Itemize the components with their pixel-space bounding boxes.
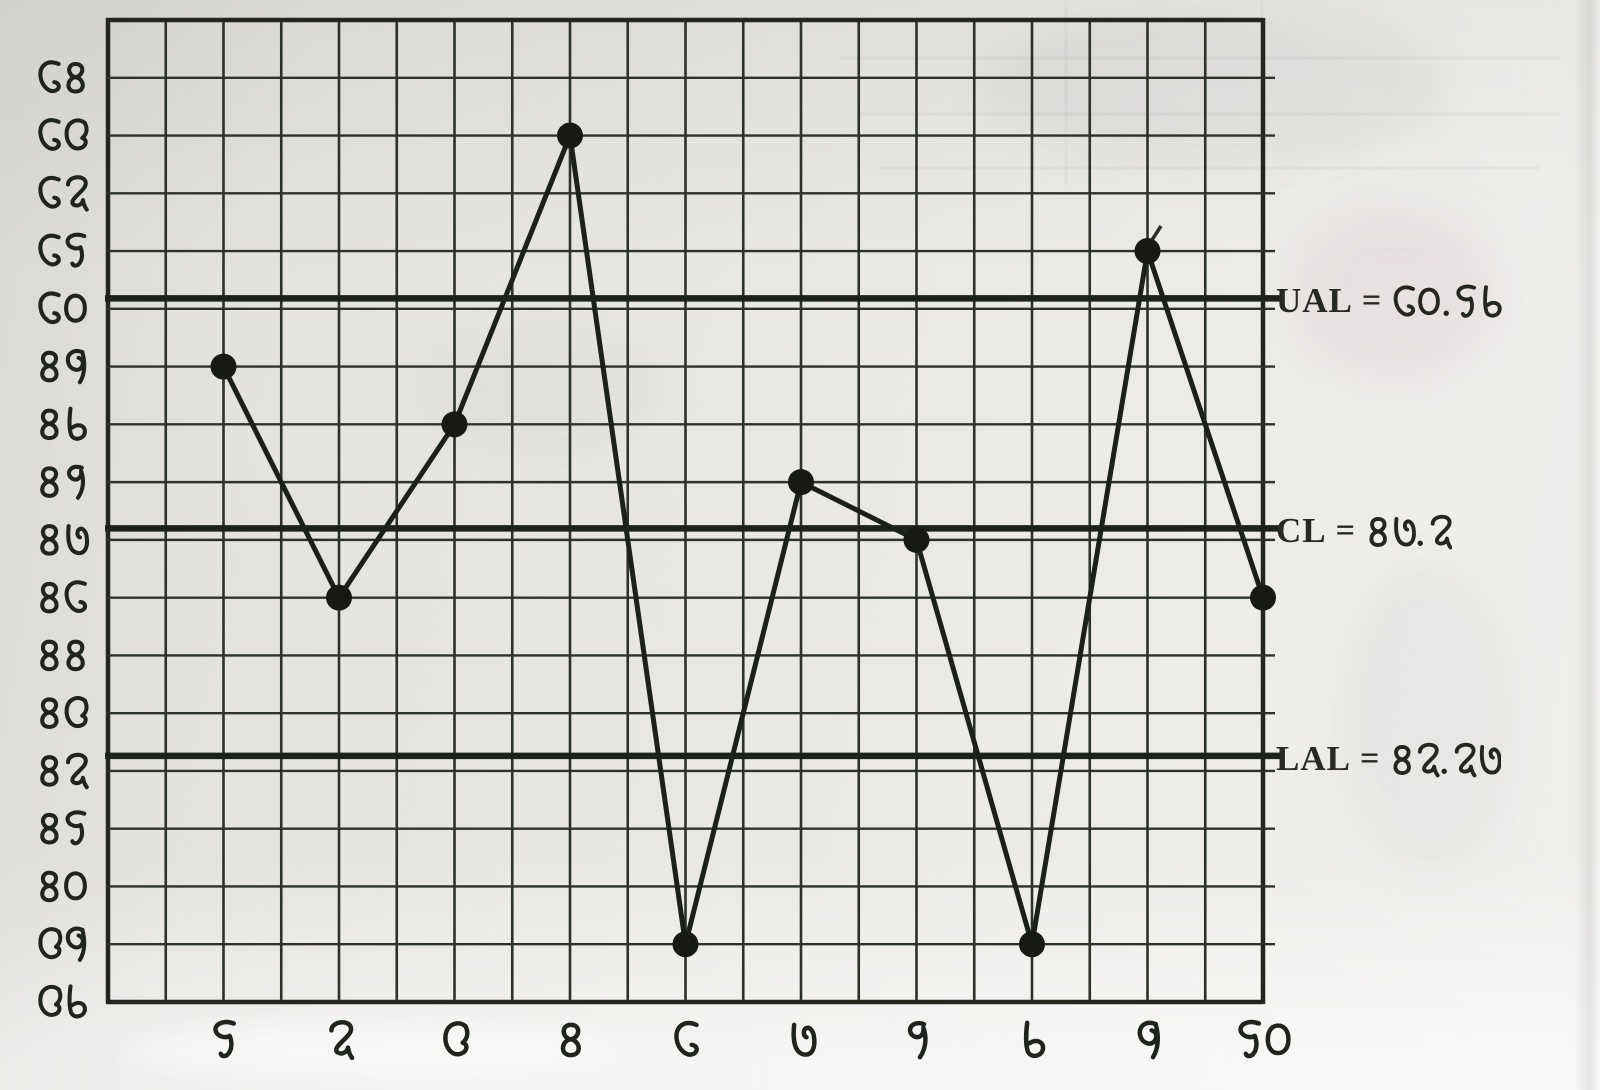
x-axis-tick-label bbox=[791, 1022, 817, 1057]
x-axis-tick-label bbox=[1238, 1019, 1291, 1059]
y-axis-tick-label bbox=[40, 524, 90, 556]
data-point bbox=[903, 526, 930, 553]
y-axis-tick-label bbox=[40, 406, 87, 441]
bengali-number bbox=[1393, 742, 1501, 778]
x-axis-tick-label bbox=[443, 1021, 470, 1057]
y-axis-tick-label bbox=[40, 639, 85, 672]
x-axis-tick-label bbox=[329, 1020, 355, 1061]
ual-value-bengali bbox=[1391, 281, 1503, 321]
equals-sign: = bbox=[1359, 739, 1381, 777]
y-axis-tick-label bbox=[40, 464, 86, 500]
cl-label-text: CL bbox=[1276, 511, 1327, 551]
y-axis-tick-label bbox=[40, 870, 87, 903]
data-point bbox=[1250, 584, 1276, 611]
y-axis-tick-label bbox=[40, 580, 88, 614]
x-axis-tick-label bbox=[1024, 1020, 1046, 1059]
y-axis-tick-label bbox=[38, 118, 89, 151]
cl-value-bengali bbox=[1365, 511, 1452, 551]
data-point bbox=[326, 584, 352, 611]
stray-pen-mark bbox=[1150, 225, 1163, 241]
equals-sign: = bbox=[1361, 282, 1383, 320]
lal-annotation: LAL = bbox=[1276, 739, 1501, 779]
lal-value-bengali bbox=[1389, 739, 1501, 779]
y-axis-tick-label bbox=[38, 60, 85, 94]
x-axis-tick-label bbox=[907, 1020, 928, 1060]
series-line bbox=[221, 133, 1266, 947]
lal-label-text: LAL bbox=[1276, 738, 1351, 778]
data-point bbox=[1019, 931, 1045, 958]
y-axis-tick-label bbox=[40, 349, 87, 385]
bengali-number bbox=[1394, 285, 1502, 319]
x-axis-tick-label bbox=[560, 1022, 581, 1058]
data-point bbox=[557, 122, 583, 149]
data-point bbox=[210, 353, 237, 380]
y-axis-tick-label bbox=[38, 232, 87, 268]
data-point bbox=[1134, 238, 1161, 265]
data-point bbox=[788, 469, 814, 496]
data-point bbox=[441, 411, 468, 438]
x-axis-tick-label bbox=[213, 1019, 237, 1059]
x-axis-tick-label bbox=[1137, 1020, 1160, 1060]
y-axis-tick-label bbox=[38, 175, 89, 212]
y-axis-tick-label bbox=[40, 752, 89, 790]
ual-label-text: UAL bbox=[1276, 281, 1353, 321]
ual-annotation: UAL = bbox=[1276, 281, 1503, 321]
data-point bbox=[672, 931, 699, 958]
y-axis-tick-label bbox=[38, 291, 87, 325]
x-axis-tick-label bbox=[674, 1020, 699, 1057]
y-axis-tick-label bbox=[40, 696, 89, 729]
equals-sign: = bbox=[1335, 512, 1356, 550]
y-axis-tick-label bbox=[40, 810, 87, 846]
y-axis-tick-label bbox=[38, 926, 87, 962]
cl-annotation: CL = bbox=[1276, 511, 1452, 551]
y-axis-tick-label bbox=[38, 984, 87, 1019]
bengali-number bbox=[1369, 515, 1452, 550]
